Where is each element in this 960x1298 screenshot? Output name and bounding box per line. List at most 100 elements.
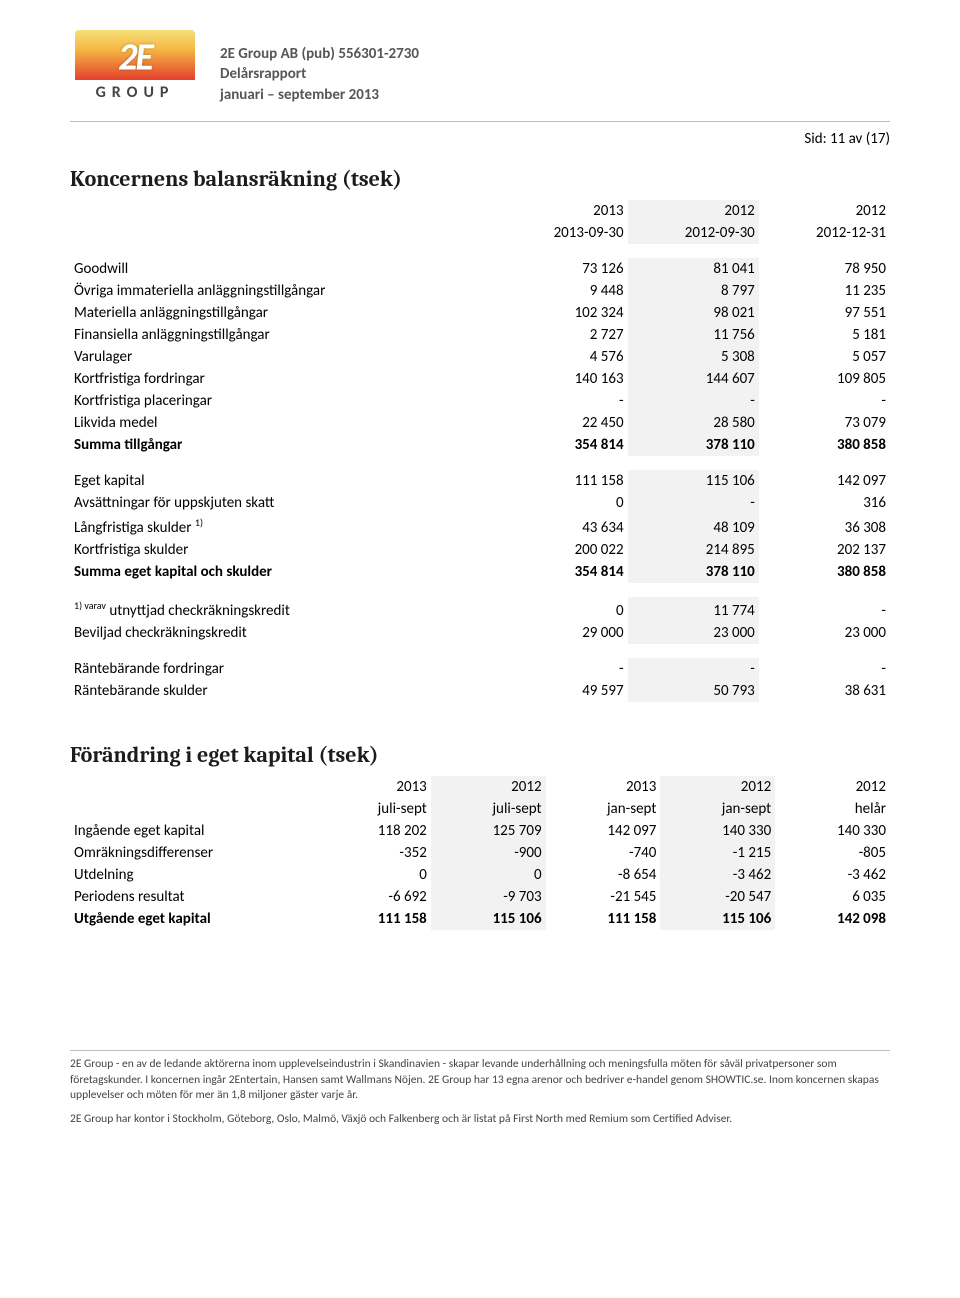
header-period: januari – september 2013 xyxy=(220,85,419,105)
cell-value: 5 308 xyxy=(628,346,759,368)
table-row: 2013-09-30 2012-09-30 2012-12-31 xyxy=(70,222,890,244)
table-row: Omräkningsdifferenser-352-900-740-1 215-… xyxy=(70,842,890,864)
cell-value: 9 448 xyxy=(496,280,627,302)
col-year: 2013 xyxy=(546,776,661,798)
cell-value: -3 462 xyxy=(775,864,890,886)
col-year: 2012 xyxy=(628,200,759,222)
cell-value: -805 xyxy=(775,842,890,864)
col-period: juli-sept xyxy=(431,798,546,820)
cell-value: 43 634 xyxy=(496,514,627,539)
col-date: 2012-09-30 xyxy=(628,222,759,244)
cell-value: 78 950 xyxy=(759,258,890,280)
balance-title: Koncernens balansräkning (tsek) xyxy=(70,166,890,192)
footer-para-2: 2E Group har kontor i Stockholm, Götebor… xyxy=(70,1112,890,1128)
cell-value: 2 727 xyxy=(496,324,627,346)
cell-value: 140 330 xyxy=(775,820,890,842)
table-row: Summa tillgångar354 814378 110380 858 xyxy=(70,434,890,456)
table-row: Kortfristiga fordringar140 163144 607109… xyxy=(70,368,890,390)
cell-value: 49 597 xyxy=(496,680,627,702)
cell-value: -6 692 xyxy=(316,886,431,908)
page-number: Sid: 11 av (17) xyxy=(70,130,890,148)
cell-value: 8 797 xyxy=(628,280,759,302)
cell-value: 11 235 xyxy=(759,280,890,302)
cell-value: 5 181 xyxy=(759,324,890,346)
row-label: Långfristiga skulder 1) xyxy=(70,514,496,539)
cell-value: 111 158 xyxy=(546,908,661,930)
cell-value: 36 308 xyxy=(759,514,890,539)
cell-value: 380 858 xyxy=(759,561,890,583)
cell-value: 29 000 xyxy=(496,622,627,644)
equity-title: Förändring i eget kapital (tsek) xyxy=(70,742,890,768)
cell-value: 0 xyxy=(496,492,627,514)
row-label: Varulager xyxy=(70,346,496,368)
col-year: 2012 xyxy=(775,776,890,798)
cell-value: 50 793 xyxy=(628,680,759,702)
cell-value: -3 462 xyxy=(660,864,775,886)
cell-value: 142 097 xyxy=(546,820,661,842)
cell-value: - xyxy=(759,658,890,680)
cell-value: -21 545 xyxy=(546,886,661,908)
cell-value: 102 324 xyxy=(496,302,627,324)
cell-value: 109 805 xyxy=(759,368,890,390)
cell-value: 81 041 xyxy=(628,258,759,280)
table-row: Goodwill73 12681 04178 950 xyxy=(70,258,890,280)
table-row: 2013 2012 2013 2012 2012 xyxy=(70,776,890,798)
table-row: Periodens resultat-6 692-9 703-21 545-20… xyxy=(70,886,890,908)
cell-value: 38 631 xyxy=(759,680,890,702)
row-label: Beviljad checkräkningskredit xyxy=(70,622,496,644)
cell-value: 23 000 xyxy=(628,622,759,644)
row-label: Eget kapital xyxy=(70,470,496,492)
cell-value: 202 137 xyxy=(759,539,890,561)
cell-value: -20 547 xyxy=(660,886,775,908)
col-year: 2012 xyxy=(759,200,890,222)
col-year: 2012 xyxy=(431,776,546,798)
cell-value: 200 022 xyxy=(496,539,627,561)
table-row: Långfristiga skulder 1)43 63448 10936 30… xyxy=(70,514,890,539)
cell-value: 316 xyxy=(759,492,890,514)
row-label: Materiella anläggningstillgångar xyxy=(70,302,496,324)
cell-value: - xyxy=(628,658,759,680)
table-row: Likvida medel22 45028 58073 079 xyxy=(70,412,890,434)
cell-value: 378 110 xyxy=(628,434,759,456)
cell-value: 142 097 xyxy=(759,470,890,492)
table-row: Beviljad checkräkningskredit29 00023 000… xyxy=(70,622,890,644)
row-label: Kortfristiga skulder xyxy=(70,539,496,561)
table-row: Summa eget kapital och skulder354 814378… xyxy=(70,561,890,583)
header-meta: 2E Group AB (pub) 556301-2730 Delårsrapp… xyxy=(220,30,419,105)
cell-value: 5 057 xyxy=(759,346,890,368)
cell-value: 11 774 xyxy=(628,597,759,622)
cell-value: 111 158 xyxy=(496,470,627,492)
row-label: Summa eget kapital och skulder xyxy=(70,561,496,583)
cell-value: 378 110 xyxy=(628,561,759,583)
col-period: helår xyxy=(775,798,890,820)
table-row: Varulager4 5765 3085 057 xyxy=(70,346,890,368)
cell-value: 354 814 xyxy=(496,434,627,456)
cell-value: 140 163 xyxy=(496,368,627,390)
table-row: Utgående eget kapital111 158115 106111 1… xyxy=(70,908,890,930)
row-label: Summa tillgångar xyxy=(70,434,496,456)
col-period: juli-sept xyxy=(316,798,431,820)
cell-value: 97 551 xyxy=(759,302,890,324)
col-year: 2012 xyxy=(660,776,775,798)
cell-value: 354 814 xyxy=(496,561,627,583)
cell-value: - xyxy=(496,390,627,412)
row-label: Finansiella anläggningstillgångar xyxy=(70,324,496,346)
table-row: Avsättningar för uppskjuten skatt0-316 xyxy=(70,492,890,514)
cell-value: 28 580 xyxy=(628,412,759,434)
logo-art xyxy=(75,30,195,80)
cell-value: 4 576 xyxy=(496,346,627,368)
cell-value: 118 202 xyxy=(316,820,431,842)
cell-value: 380 858 xyxy=(759,434,890,456)
row-label: 1) varav utnyttjad checkräkningskredit xyxy=(70,597,496,622)
cell-value: - xyxy=(759,390,890,412)
cell-value: -9 703 xyxy=(431,886,546,908)
table-row: Kortfristiga placeringar--- xyxy=(70,390,890,412)
col-date: 2012-12-31 xyxy=(759,222,890,244)
col-period: jan-sept xyxy=(660,798,775,820)
cell-value: 214 895 xyxy=(628,539,759,561)
table-row: Ingående eget kapital118 202125 709142 0… xyxy=(70,820,890,842)
cell-value: - xyxy=(759,597,890,622)
cell-value: 73 126 xyxy=(496,258,627,280)
table-row: Räntebärande fordringar--- xyxy=(70,658,890,680)
cell-value: 6 035 xyxy=(775,886,890,908)
